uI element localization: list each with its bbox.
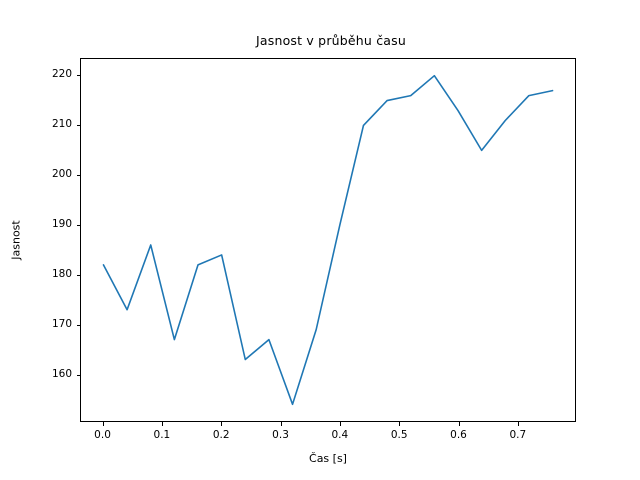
x-tick-label: 0.0	[94, 429, 111, 441]
y-tick-mark	[76, 224, 80, 226]
x-tick-label: 0.7	[509, 429, 527, 441]
x-tick-label: 0.1	[153, 429, 171, 441]
y-tick-mark	[76, 275, 80, 277]
y-tick-label: 220	[51, 67, 72, 80]
x-tick-mark	[280, 422, 282, 426]
y-tick-label: 170	[51, 318, 72, 331]
y-tick-mark	[76, 74, 80, 76]
chart-title: Jasnost v průběhu času	[0, 33, 640, 48]
y-tick-label: 190	[51, 217, 72, 230]
x-tick-mark	[339, 422, 341, 426]
y-tick-label: 210	[51, 117, 72, 130]
y-axis-label: Jasnost	[9, 220, 23, 260]
data-line	[102, 74, 554, 406]
y-tick-label: 160	[51, 368, 72, 381]
x-tick-mark	[399, 422, 401, 426]
y-tick-mark	[76, 375, 80, 377]
x-tick-label: 0.6	[450, 429, 467, 441]
x-tick-label: 0.3	[272, 429, 289, 441]
y-tick-mark	[76, 124, 80, 126]
line-series-svg	[102, 74, 554, 406]
x-tick-mark	[221, 422, 223, 426]
y-tick-mark	[76, 174, 80, 176]
x-tick-label: 0.5	[390, 429, 408, 441]
y-tick-mark	[76, 325, 80, 327]
x-tick-mark	[517, 422, 519, 426]
x-tick-label: 0.4	[331, 429, 349, 441]
x-tick-mark	[102, 422, 104, 426]
y-tick-label: 200	[51, 167, 72, 180]
plot-area	[80, 58, 576, 422]
x-axis-label: Čas [s]	[309, 452, 347, 465]
x-tick-mark	[161, 422, 163, 426]
chart-title-text: Jasnost v průběhu času	[256, 33, 406, 48]
x-tick-mark	[458, 422, 460, 426]
x-tick-label: 0.2	[212, 429, 230, 441]
y-tick-label: 180	[51, 268, 72, 281]
